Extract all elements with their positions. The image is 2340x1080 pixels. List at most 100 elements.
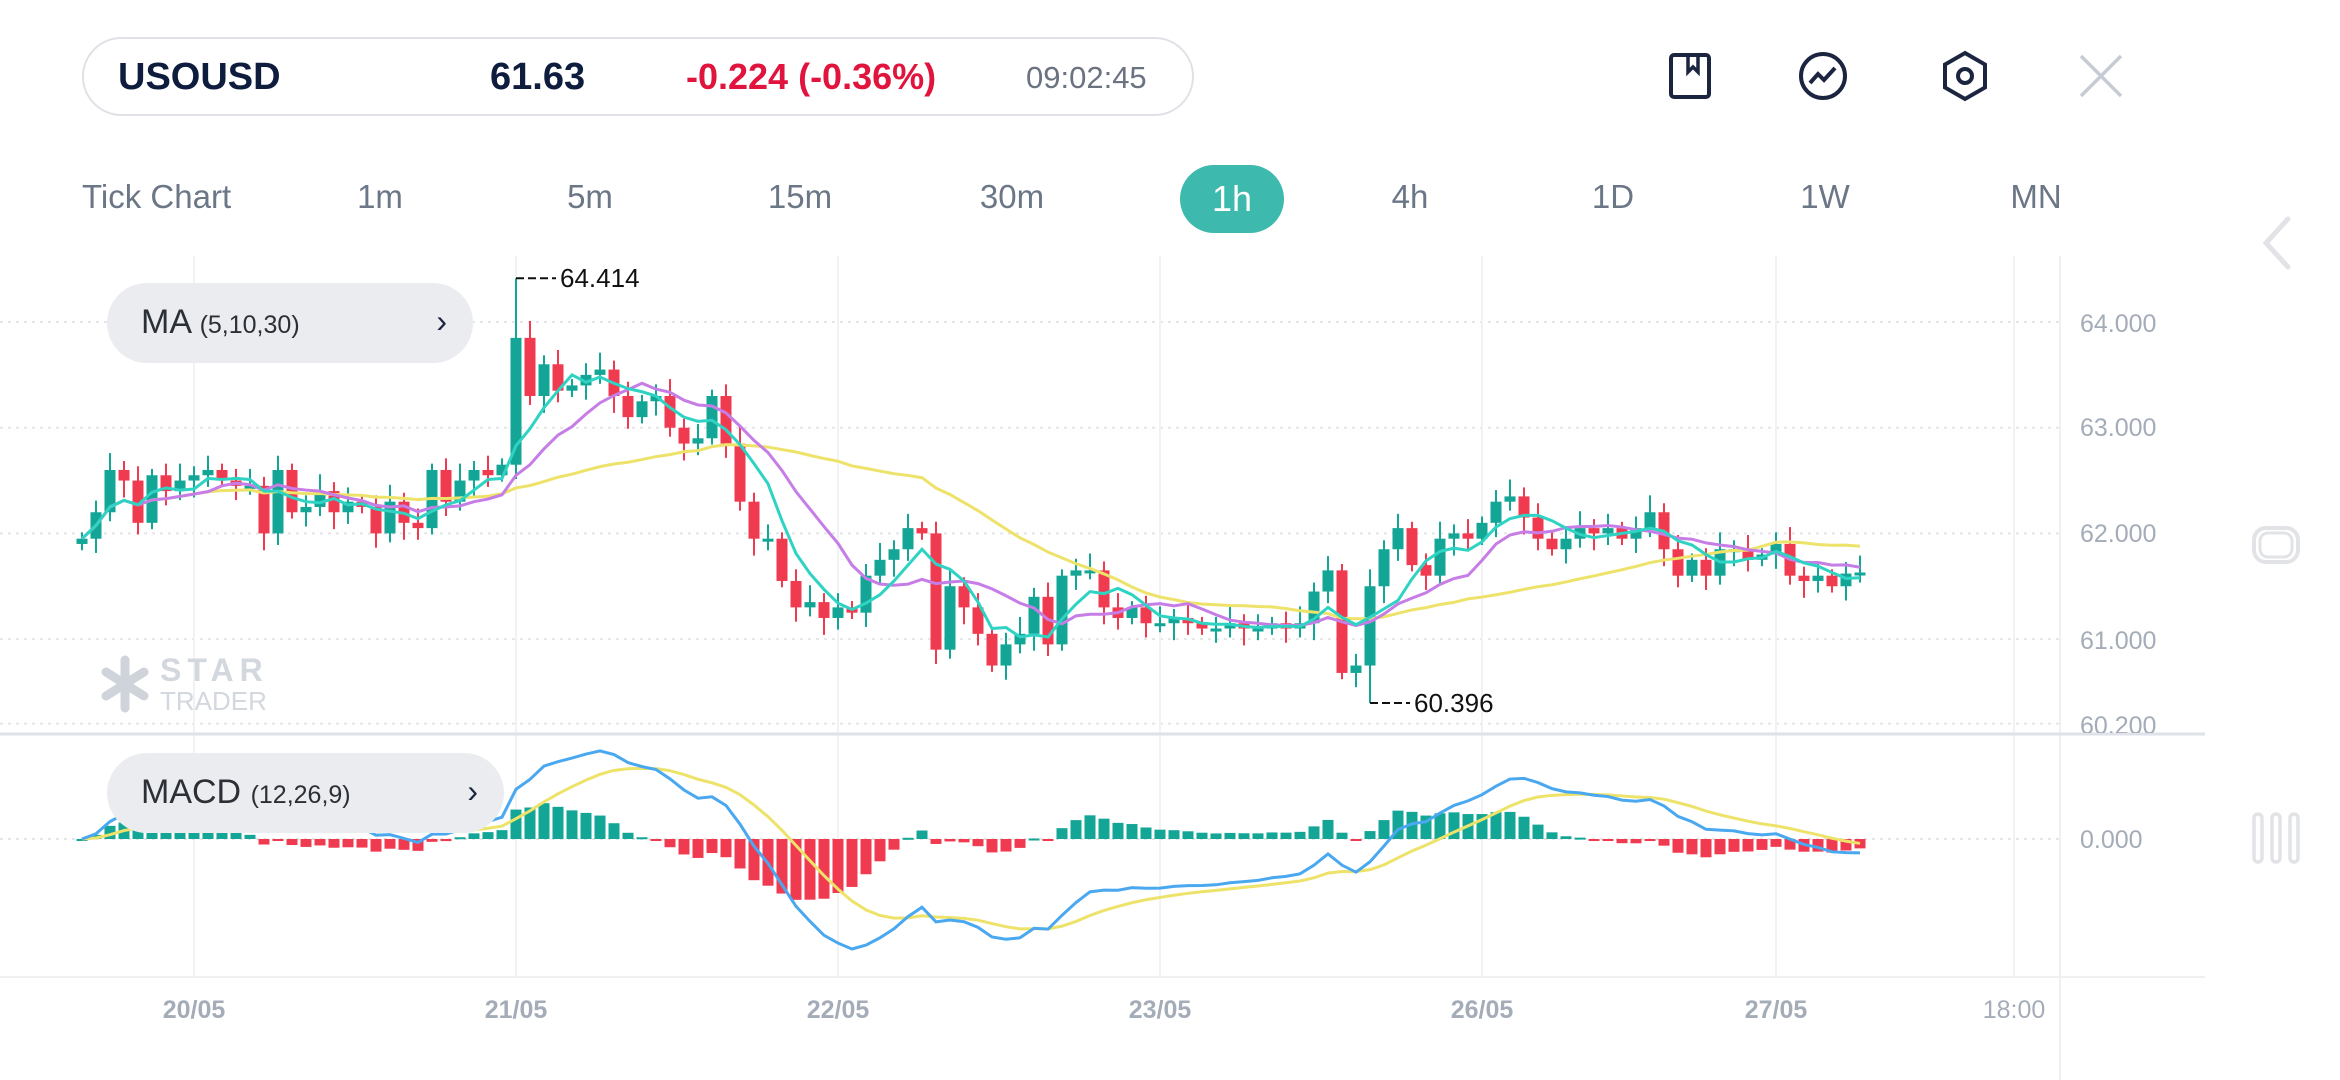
macd-histogram-bar: [370, 839, 382, 852]
macd-histogram-bar: [1742, 839, 1754, 852]
back-chevron-icon[interactable]: [2250, 215, 2302, 271]
macd-zero-label: 0.000: [2080, 826, 2143, 854]
macd-histogram-bar: [272, 839, 284, 841]
candle: [1742, 534, 1754, 572]
macd-histogram-bar: [664, 839, 676, 848]
recent-apps-icon[interactable]: [2250, 808, 2302, 868]
macd-histogram-bar: [1490, 812, 1502, 839]
candle: [916, 521, 928, 540]
macd-histogram-bar: [1616, 839, 1628, 844]
macd-histogram-bar: [804, 839, 816, 900]
x-tick-label: 21/05: [484, 996, 548, 1024]
macd-histogram-bar: [132, 828, 144, 839]
macd-histogram-bar: [244, 834, 256, 839]
macd-histogram-bar: [1154, 829, 1166, 839]
macd-histogram-bar: [608, 823, 620, 839]
candle: [174, 463, 186, 501]
macd-histogram-bar: [930, 839, 942, 844]
candle: [1056, 569, 1068, 651]
tab-tick-chart[interactable]: Tick Chart: [82, 178, 232, 215]
macd-histogram-bar: [1028, 838, 1040, 841]
candle: [1462, 519, 1474, 551]
macd-histogram-bar: [1070, 820, 1082, 839]
macd-histogram-bar: [944, 839, 956, 842]
close-icon[interactable]: [2073, 48, 2129, 104]
macd-indicator-chip[interactable]: MACD (12,26,9) ›: [107, 753, 504, 833]
macd-histogram-bar: [1210, 833, 1222, 839]
candle: [538, 355, 550, 413]
candle: [412, 508, 424, 540]
symbol-quote-bar[interactable]: USOUSD 61.63 -0.224 (-0.36%) 09:02:45: [82, 37, 1194, 116]
watermark-line2: TRADER: [160, 686, 267, 716]
ma-name: MA: [141, 303, 191, 341]
candle: [594, 352, 606, 384]
candle: [1350, 653, 1362, 688]
ma-indicator-chip[interactable]: MA (5,10,30) ›: [107, 283, 473, 363]
candle: [272, 455, 284, 546]
x-tick-label: 27/05: [1744, 996, 1808, 1024]
candle: [328, 482, 340, 530]
macd-histogram-bar: [1644, 839, 1656, 842]
macd-histogram-bar: [552, 806, 564, 839]
candle: [902, 513, 914, 561]
macd-histogram-bar: [1042, 839, 1054, 841]
macd-histogram-bar: [1322, 819, 1334, 839]
tab-5m[interactable]: 5m: [567, 178, 613, 215]
tab-15m[interactable]: 15m: [767, 178, 833, 215]
tab-1h[interactable]: 1h: [1180, 165, 1284, 233]
candle: [1840, 561, 1852, 601]
macd-histogram-bar: [566, 810, 578, 839]
macd-histogram-bar: [1308, 826, 1320, 839]
macd-histogram-bar: [1434, 813, 1446, 839]
tab-1w[interactable]: 1W: [1800, 178, 1850, 215]
candle: [636, 394, 648, 424]
candle: [1000, 632, 1012, 680]
tab-4h[interactable]: 4h: [1391, 178, 1429, 215]
macd-histogram-bar: [888, 839, 900, 850]
macd-histogram-bar: [1532, 824, 1544, 839]
macd-histogram-bar: [1812, 839, 1824, 852]
candle: [1406, 521, 1418, 572]
macd-histogram-bar: [1630, 839, 1642, 844]
settings-hex-icon[interactable]: [1937, 48, 1993, 104]
tab-30m[interactable]: 30m: [979, 178, 1045, 215]
marker-label: 60.396: [1414, 688, 1494, 718]
tab-1d[interactable]: 1D: [1591, 178, 1635, 215]
macd-histogram-bar: [1112, 822, 1124, 839]
candle: [1574, 511, 1586, 548]
candle: [706, 389, 718, 445]
macd-histogram-bar: [1378, 820, 1390, 839]
macd-histogram-bar: [1476, 814, 1488, 839]
star-logo-icon: [101, 655, 149, 713]
candle: [1546, 532, 1558, 556]
macd-histogram-bar: [1280, 832, 1292, 839]
macd-histogram-bar: [1336, 832, 1348, 839]
candle: [776, 532, 788, 588]
tab-mn[interactable]: MN: [2010, 178, 2062, 215]
candle: [384, 484, 396, 543]
chevron-right-icon: ›: [436, 303, 447, 339]
candle: [1490, 490, 1502, 538]
macd-histogram-bar: [1784, 839, 1796, 850]
candle: [1322, 556, 1334, 604]
quote-time: 09:02:45: [1026, 60, 1147, 95]
last-price: 61.63: [490, 56, 586, 98]
y-tick-label: 63.000: [2080, 414, 2157, 442]
macd-histogram-bar: [524, 807, 536, 839]
macd-histogram-bar: [1126, 824, 1138, 839]
bookmark-icon[interactable]: [1662, 48, 1718, 104]
candle: [762, 524, 774, 551]
y-tick-label: 61.000: [2080, 627, 2157, 655]
macd-histogram-bar: [314, 839, 326, 846]
macd-histogram-bar: [538, 803, 550, 839]
y-tick-label: 64.000: [2080, 310, 2157, 338]
macd-histogram-bar: [356, 839, 368, 848]
candle: [986, 627, 998, 672]
home-square-icon[interactable]: [2250, 518, 2302, 574]
trend-line-icon[interactable]: [1795, 48, 1851, 104]
tab-1m[interactable]: 1m: [357, 178, 403, 215]
ma5-line: [80, 372, 1861, 639]
candle: [790, 569, 802, 622]
macd-histogram-bar: [1770, 839, 1782, 847]
